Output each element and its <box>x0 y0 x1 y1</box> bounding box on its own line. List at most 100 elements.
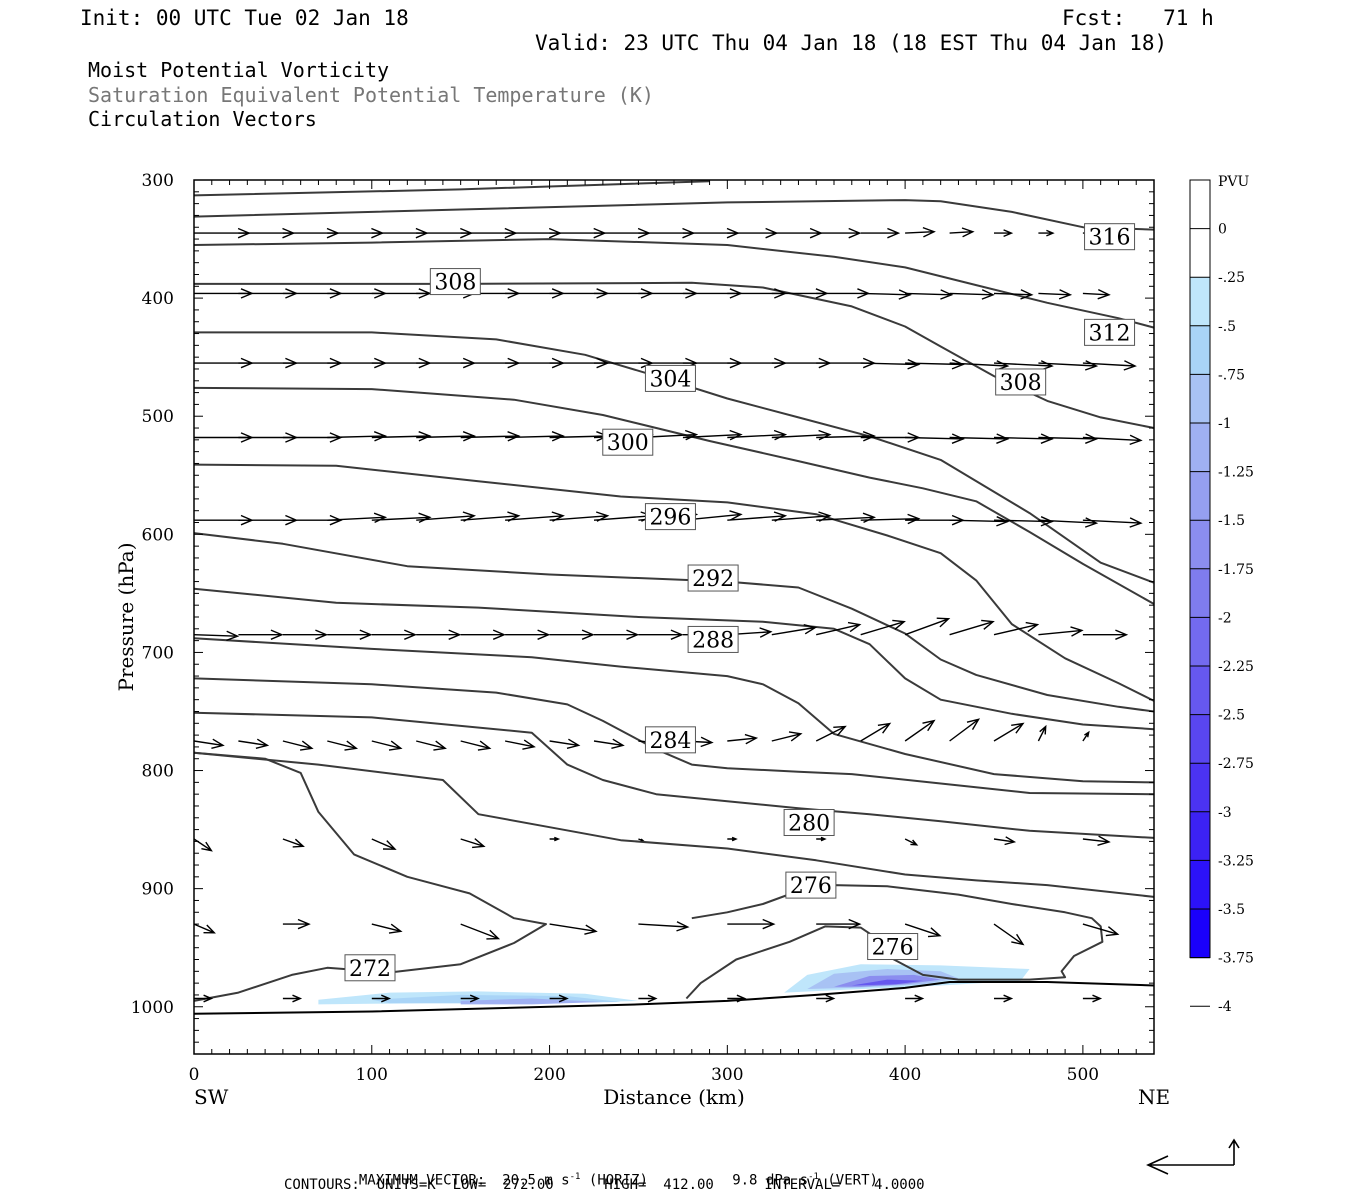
circulation-vector <box>282 838 305 848</box>
circulation-vector <box>638 994 658 1003</box>
circulation-vector <box>815 725 847 742</box>
circulation-vector <box>460 994 480 1003</box>
y-tick-label: 400 <box>142 289 174 309</box>
theta-es-contour <box>685 884 1104 1000</box>
circulation-vector <box>416 431 477 442</box>
colorbar-tick-label: 0 <box>1218 222 1227 238</box>
circulation-vector <box>505 431 565 442</box>
colorbar-swatch <box>1190 860 1210 910</box>
circulation-vector <box>860 289 912 300</box>
circulation-vector <box>1038 360 1099 371</box>
contour-label-box <box>644 726 696 754</box>
contour-label-box <box>602 428 654 456</box>
surface-line <box>193 981 1155 1015</box>
circulation-vector <box>1082 517 1143 528</box>
mpv-colorbar: 0 -.25 -.5 -.75 -1 -1.25 -1.5 -1.75 -2 -2.25 -2.5 -… <box>1189 179 1254 1015</box>
colorbar-tick-label: -3.5 <box>1218 902 1245 918</box>
circulation-vector <box>238 629 284 640</box>
y-tick-label: 500 <box>142 407 174 427</box>
contour-label: 272 <box>349 957 391 982</box>
theta-es-contour <box>193 180 710 197</box>
vert-max-value: 9.8 <box>732 1172 758 1189</box>
plot-frame <box>193 179 1155 1055</box>
x-tick-label: 200 <box>533 1065 565 1085</box>
circulation-vector <box>816 836 827 842</box>
circulation-vector <box>638 629 684 640</box>
horiz-units: m s <box>544 1172 570 1189</box>
circulation-vector <box>904 617 951 636</box>
circulation-vector <box>327 512 388 524</box>
circulation-vector <box>549 738 581 749</box>
circulation-vector <box>638 838 645 842</box>
contour-label: 304 <box>649 367 691 392</box>
contour-label: 296 <box>649 506 691 531</box>
theta-es-contour <box>193 463 1155 702</box>
colorbar-tick-label: -3.25 <box>1218 853 1254 869</box>
circulation-vector <box>504 739 536 750</box>
circulation-vector <box>549 923 598 935</box>
circulation-vector <box>594 629 640 640</box>
y-tick-label: 600 <box>142 525 174 545</box>
contour-label: 308 <box>434 271 476 296</box>
colorbar-swatch <box>1190 520 1210 570</box>
colorbar-swatch <box>1190 763 1210 813</box>
horiz-exponent: -1 <box>569 1172 581 1182</box>
colorbar-swatch <box>1190 811 1210 861</box>
circulation-vector <box>1038 289 1073 300</box>
circulation-vector <box>371 994 392 1003</box>
contour-label-box <box>644 503 696 531</box>
circulation-vector <box>371 512 432 524</box>
colorbar-tick-label: -2.25 <box>1218 659 1254 675</box>
circulation-vector <box>905 358 965 370</box>
circulation-vector <box>194 994 214 1003</box>
circulation-vector <box>1038 517 1099 528</box>
contour-label: 312 <box>1089 321 1131 346</box>
circulation-vector <box>949 227 975 238</box>
y-tick-label: 700 <box>142 643 174 663</box>
contour-label-box <box>783 809 835 837</box>
theta-es-contour <box>193 751 1155 898</box>
circulation-vector <box>904 719 936 742</box>
circulation-vector <box>905 994 925 1003</box>
circulation-vector <box>593 738 625 749</box>
contour-label: 316 <box>1089 226 1131 251</box>
colorbar-swatch <box>1190 714 1210 764</box>
circulation-vector <box>1037 724 1047 742</box>
colorbar-tick-label: -2 <box>1218 610 1232 626</box>
forecast-hour: Fcst: 71 h <box>1062 6 1214 30</box>
circulation-vector <box>549 836 561 842</box>
contour-label-box <box>867 933 919 961</box>
contour-label: 280 <box>788 812 830 837</box>
x-right-direction: NE <box>1138 1085 1170 1109</box>
circulation-vector <box>949 289 995 300</box>
colorbar-tick-label: -1.75 <box>1218 562 1254 578</box>
contour-label-box <box>1084 318 1136 346</box>
circulation-vector <box>327 431 388 442</box>
circulation-vector <box>1082 730 1090 742</box>
circulation-vector <box>371 629 418 640</box>
y-tick-label: 800 <box>142 762 174 782</box>
circulation-vector <box>193 838 213 852</box>
colorbar-swatch <box>1190 568 1210 618</box>
contour-labels: 316 312 308 308 304 300 296 292 288 284 280 276 276 2… <box>344 223 1136 982</box>
theta-es-contour <box>193 751 547 1002</box>
contour-label-box <box>1084 223 1136 251</box>
x-tick-label: 100 <box>356 1065 388 1085</box>
circulation-vector <box>949 433 1010 444</box>
circulation-vector <box>904 923 942 938</box>
contour-label: 276 <box>872 936 914 961</box>
circulation-vector <box>771 624 818 636</box>
valid-time: Valid: 23 UTC Thu 04 Jan 18 (18 EST Thu … <box>535 31 1168 55</box>
circulation-vector <box>905 433 965 444</box>
circulation-vector <box>549 629 595 640</box>
circulation-vector <box>860 722 892 742</box>
colorbar-swatch <box>1190 666 1210 716</box>
circulation-vector <box>1082 434 1143 446</box>
circulation-vector <box>994 229 1014 238</box>
circulation-vector <box>371 838 397 850</box>
circulation-vector <box>238 738 270 749</box>
circulation-vector <box>949 718 981 742</box>
colorbar-tick-label: -3 <box>1218 805 1232 821</box>
colorbar-tick-label: -2.75 <box>1218 756 1254 772</box>
theta-es-contour <box>193 199 1155 231</box>
